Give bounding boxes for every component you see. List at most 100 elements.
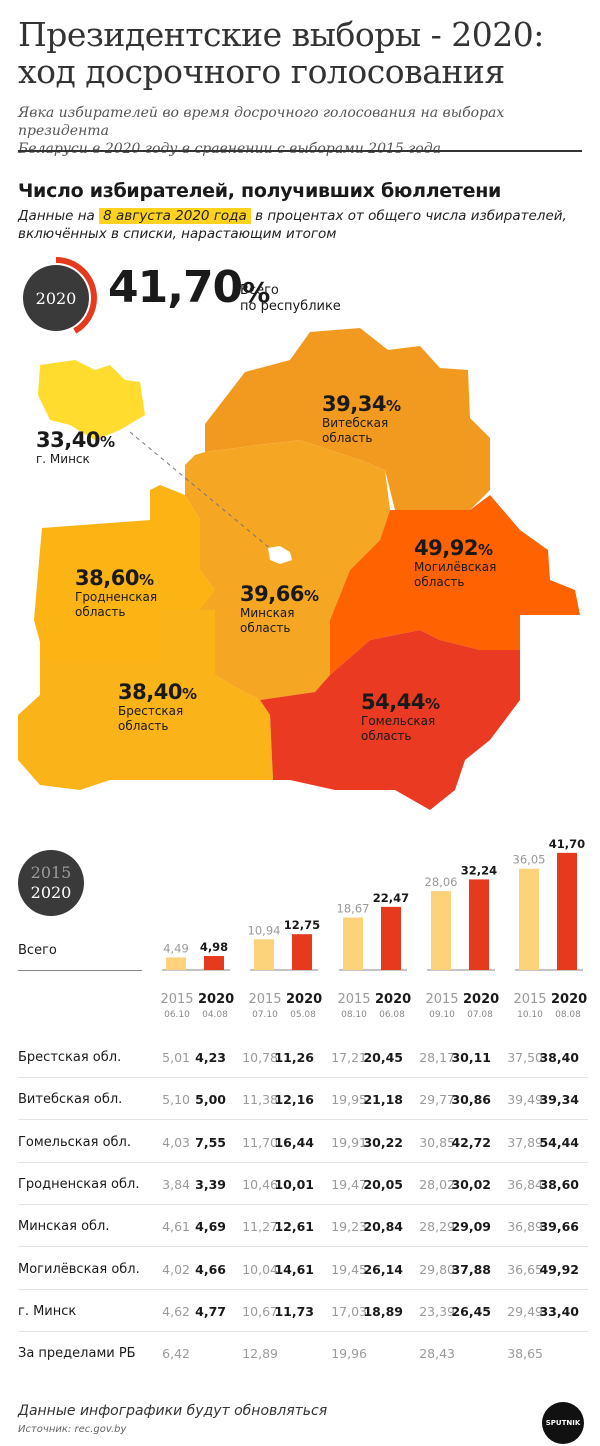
col-date-2015-2: 07.10: [252, 1010, 278, 1020]
bar-2015-3: [343, 917, 363, 970]
col-date-2020-3: 06.08: [379, 1010, 405, 1020]
table-row-label: Гомельская обл.: [18, 1134, 131, 1150]
table-row-divider: [18, 1161, 588, 1163]
title-line-1: Президентские выборы - 2020:: [18, 15, 544, 54]
belarus-map: [18, 328, 580, 810]
table-cell-2015: 19,95: [331, 1092, 367, 1108]
table-cell-2020: 12,61: [274, 1219, 314, 1235]
grodno-name-2: область: [75, 605, 126, 619]
bar-row-baseline: [18, 970, 142, 971]
table-row-label: Витебская обл.: [18, 1092, 123, 1108]
mogilev-percent: %: [477, 541, 493, 559]
bar-2015-2: [254, 939, 274, 970]
table-cell-2020: 3,39: [195, 1176, 226, 1192]
table-cell-2020: 20,84: [363, 1219, 403, 1235]
table-cell-2020: 4,77: [195, 1303, 226, 1319]
table-cell-2015: 38,65: [507, 1346, 543, 1362]
bar-label-2020-1: 4,98: [200, 940, 228, 954]
region-mogilev: [330, 495, 580, 675]
bar-label-2020-2: 12,75: [284, 918, 320, 932]
brest-name: Брестская: [118, 704, 184, 718]
table-cell-2015: 36,84: [507, 1176, 543, 1192]
bar-2020-3: [381, 906, 401, 970]
table-cell-2015: 5,10: [162, 1092, 190, 1108]
table-cell-2015: 4,62: [162, 1303, 190, 1319]
minsk-oblast-name: Минская: [240, 606, 295, 620]
sputnik-logo-text: SPUTNIK: [545, 1419, 581, 1427]
vitebsk-percent: %: [385, 397, 401, 415]
col-year-2015-3: 2015: [337, 992, 371, 1007]
gomel-name: Гомельская: [361, 714, 436, 728]
vitebsk-name: Витебская: [322, 416, 389, 430]
bar-label-2020-3: 22,47: [373, 891, 409, 905]
minsk-oblast-value: 39,66: [240, 582, 304, 606]
bar-label-2015-3: 18,67: [337, 902, 370, 916]
mogilev-name-2: область: [414, 575, 465, 589]
table-cell-2015: 17,03: [331, 1303, 367, 1319]
title-line-2: ход досрочного голосования: [18, 52, 505, 91]
table-cell-2015: 37,89: [507, 1134, 543, 1150]
region-brest: [18, 610, 273, 790]
table-row-label: г. Минск: [18, 1303, 77, 1319]
table-row-divider: [18, 1330, 588, 1332]
brest-name-2: область: [118, 719, 169, 733]
table-cell-2020: 4,23: [195, 1050, 226, 1065]
table-cell-2020: 30,11: [451, 1050, 491, 1065]
table-cell-2015: 19,47: [331, 1176, 367, 1192]
table-cell-2015: 29,49: [507, 1303, 543, 1319]
table-cell-2015: 37,50: [507, 1050, 543, 1065]
table-cell-2015: 39,49: [507, 1092, 543, 1108]
table-cell-2015: 19,96: [331, 1346, 367, 1362]
mogilev-value: 49,92: [414, 536, 478, 560]
bar-label-2015-5: 36,05: [513, 853, 546, 867]
subtitle-line-2: Беларуси в 2020 году в сравнении с выбор…: [18, 141, 441, 157]
desc-prefix: Данные на: [18, 208, 95, 224]
desc-suffix: в процентах от общего числа избирателей,: [255, 208, 567, 224]
col-date-2015-5: 10.10: [517, 1010, 543, 1020]
grodno-value: 38,60: [75, 566, 139, 590]
table-cell-2020: 16,44: [274, 1134, 314, 1150]
col-year-2015-1: 2015: [160, 992, 194, 1007]
table-cell-2015: 17,21: [331, 1050, 367, 1065]
col-year-2015-4: 2015: [425, 992, 459, 1007]
bar-label-2015-4: 28,06: [425, 875, 458, 889]
table-cell-2020: 21,18: [363, 1092, 403, 1108]
table-cell-2020: 39,34: [539, 1092, 579, 1108]
total-percent-sign: %: [242, 276, 270, 309]
gomel-value: 54,44: [361, 690, 425, 714]
table-cell-2020: 26,14: [363, 1261, 403, 1277]
col-year-2020-2: 2020: [286, 992, 323, 1007]
bar-2020-5: [557, 852, 577, 970]
table-cell-2020: 4,69: [195, 1219, 226, 1235]
col-year-2015-2: 2015: [248, 992, 282, 1007]
bar-label-2020-4: 32,24: [461, 863, 497, 877]
table-cell-2015: 4,61: [162, 1219, 190, 1235]
total-label-line-1: Всего: [240, 283, 279, 298]
gomel-name-2: область: [361, 729, 412, 743]
table-cell-2015: 19,23: [331, 1219, 367, 1235]
bar-2020-1: [204, 956, 224, 970]
total-label-line-2: по республике: [240, 299, 341, 314]
bar-2020-2: [292, 934, 312, 970]
table-cell-2020: 7,55: [195, 1134, 226, 1150]
legend-2015: 2015: [30, 863, 72, 882]
label-minsk-city: 33,40% г. Минск: [36, 428, 115, 467]
gomel-percent: %: [424, 695, 440, 713]
table-cell-2015: 12,89: [242, 1346, 278, 1362]
col-date-2020-4: 07.08: [467, 1010, 493, 1020]
col-date-2020-5: 08.08: [555, 1010, 581, 1020]
table-cell-2020: 33,40: [539, 1303, 579, 1319]
table-cell-2015: 5,01: [162, 1050, 190, 1065]
table-cell-2020: 10,01: [274, 1176, 314, 1192]
region-minsk-city: [268, 546, 292, 564]
table-cell-2020: 14,61: [274, 1261, 314, 1277]
footer-note: Данные инфографики будут обновляться: [18, 1403, 328, 1419]
vitebsk-name-2: область: [322, 431, 373, 445]
table-cell-2020: 4,66: [195, 1261, 226, 1277]
region-gomel: [260, 630, 520, 810]
table-cell-2015: 29,77: [419, 1092, 455, 1108]
table-row-divider: [18, 1246, 588, 1248]
vitebsk-value: 39,34: [322, 392, 386, 416]
table-cell-2020: 26,45: [451, 1303, 491, 1319]
label-minsk-oblast: 39,66% Минская область: [240, 582, 319, 636]
